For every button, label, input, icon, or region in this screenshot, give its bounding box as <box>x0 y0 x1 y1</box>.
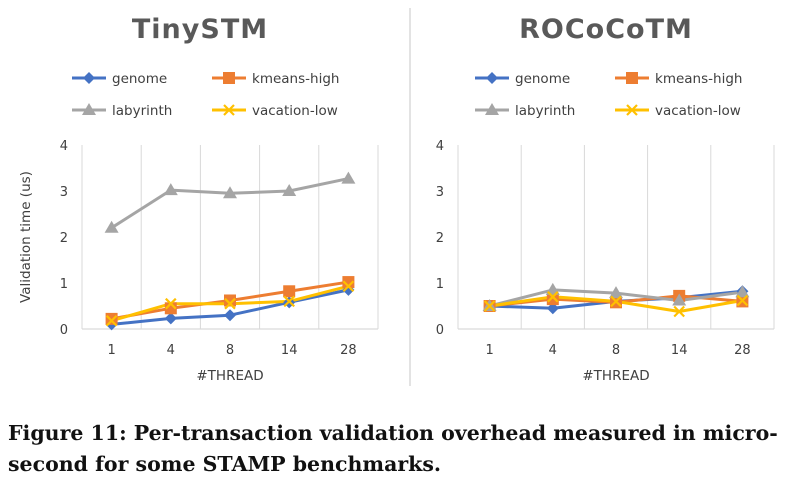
y-tick-label: 4 <box>60 139 68 154</box>
figure-caption: Figure 11: Per-transaction validation ov… <box>8 421 778 476</box>
data-point-vacation-low <box>736 294 749 307</box>
legend-label-kmeans-high: kmeans-high <box>252 71 339 87</box>
data-point-vacation-low <box>342 280 355 292</box>
data-point-labyrinth <box>672 293 687 306</box>
data-point-kmeans-high <box>283 285 296 298</box>
legend-marker-labyrinth <box>485 103 499 115</box>
x-tick-label: 1 <box>485 343 493 358</box>
legend-marker-kmeans-high <box>223 72 235 84</box>
legend-marker-vacation-low <box>223 104 235 116</box>
data-point-kmeans-high <box>546 293 559 306</box>
x-tick-label: 4 <box>167 343 175 358</box>
x-tick-label: 28 <box>340 343 357 358</box>
figure-charts: TinySTM genome kmeans-high labyrinth vacatio… <box>18 8 775 386</box>
data-point-vacation-low <box>610 295 622 308</box>
data-point-labyrinth <box>341 171 356 184</box>
x-tick-label: 28 <box>734 343 751 358</box>
legend-marker-vacation-low <box>626 104 638 116</box>
x-tick-label: 8 <box>612 343 620 358</box>
legend-marker-kmeans-high <box>626 72 638 84</box>
data-point-labyrinth <box>282 184 297 196</box>
x-tick-label: 14 <box>281 343 298 358</box>
y-axis-title: Validation time (us) <box>18 171 34 303</box>
data-point-labyrinth <box>104 220 119 233</box>
legend-marker-genome <box>83 72 95 84</box>
legend-label-genome: genome <box>515 71 570 87</box>
data-point-vacation-low <box>165 297 177 310</box>
y-tick-label: 3 <box>436 185 444 200</box>
y-tick-label: 4 <box>436 139 444 154</box>
y-tick-label: 2 <box>60 231 68 246</box>
legend-marker-labyrinth <box>82 103 96 115</box>
chart-title: TinySTM <box>132 14 268 45</box>
data-point-kmeans-high <box>105 312 118 325</box>
legend-label-genome: genome <box>112 71 167 87</box>
data-point-kmeans-high <box>342 276 355 289</box>
x-axis-title: #THREAD <box>582 368 649 384</box>
data-point-vacation-low <box>483 300 496 312</box>
data-point-labyrinth <box>223 186 237 199</box>
y-tick-label: 2 <box>436 231 444 246</box>
data-point-vacation-low <box>547 291 559 303</box>
x-tick-label: 4 <box>549 343 557 358</box>
x-tick-label: 8 <box>226 343 234 358</box>
y-tick-label: 1 <box>60 277 68 292</box>
chart-rococotm: ROCoCoTM genome kmeans-high labyrinth vacati… <box>436 14 775 384</box>
data-point-vacation-low <box>224 297 236 310</box>
data-point-vacation-low <box>105 314 118 327</box>
legend-label-vacation-low: vacation-low <box>655 103 741 119</box>
data-point-genome <box>164 312 177 325</box>
x-tick-label: 1 <box>107 343 115 358</box>
data-point-vacation-low <box>673 305 685 318</box>
x-tick-label: 14 <box>671 343 688 358</box>
data-point-genome <box>224 309 236 322</box>
data-point-labyrinth <box>163 183 178 196</box>
x-axis-title: #THREAD <box>196 368 263 384</box>
legend-label-kmeans-high: kmeans-high <box>655 71 742 87</box>
legend-label-labyrinth: labyrinth <box>112 103 172 119</box>
y-tick-label: 3 <box>60 185 68 200</box>
legend-label-labyrinth: labyrinth <box>515 103 575 119</box>
y-tick-label: 1 <box>436 277 444 292</box>
data-point-genome <box>546 302 559 315</box>
series-line-labyrinth <box>110 177 350 230</box>
data-point-vacation-low <box>283 295 295 308</box>
data-point-labyrinth <box>609 286 623 299</box>
chart-tinystm: TinySTM genome kmeans-high labyrinth vacatio… <box>18 14 379 384</box>
legend-label-vacation-low: vacation-low <box>252 103 338 119</box>
legend-marker-genome <box>486 72 498 84</box>
y-tick-label: 0 <box>60 323 68 338</box>
data-point-kmeans-high <box>224 294 236 307</box>
data-point-labyrinth <box>735 285 750 298</box>
y-tick-label: 0 <box>436 323 444 338</box>
chart-title: ROCoCoTM <box>519 14 693 45</box>
